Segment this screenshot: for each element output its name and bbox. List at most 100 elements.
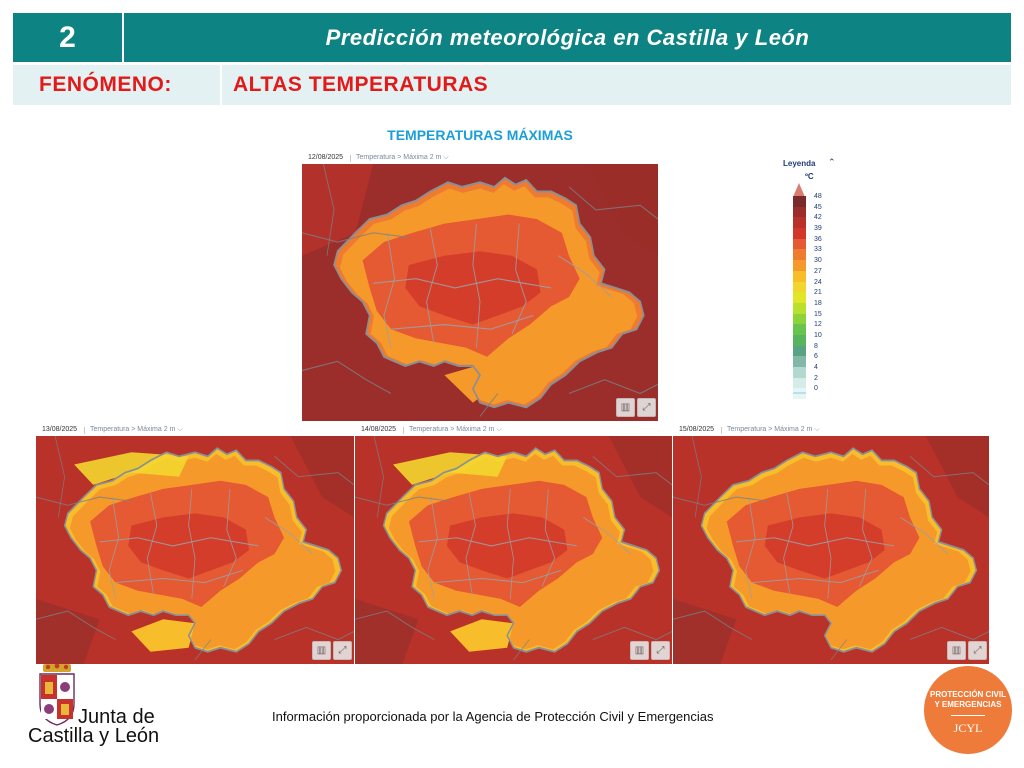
legend-label: 12	[814, 321, 822, 329]
chevron-down-icon: ⌵	[443, 154, 449, 161]
map-date: 13/08/2025	[42, 426, 78, 433]
chart-title: TEMPERATURAS MÁXIMAS	[387, 127, 573, 143]
legend-labels: 48 45 42 39 36 33 30 27 24 21 18 15 12 10 8 6 4 2 0	[814, 192, 822, 395]
map-toolbar: 13/08/2025 Temperatura > Máxima 2 m ⌵	[36, 424, 354, 436]
brand-line-1: Junta de	[78, 706, 155, 728]
map-toolbar: 14/08/2025 Temperatura > Máxima 2 m ⌵	[355, 424, 672, 436]
map-panel-2: 13/08/2025 Temperatura > Máxima 2 m ⌵ ▥ …	[36, 424, 354, 664]
legend-overflow-arrow	[793, 183, 805, 197]
temperature-map[interactable]	[355, 436, 672, 664]
map-date: 12/08/2025	[308, 154, 344, 161]
footer-info: Información proporcionada por la Agencia…	[272, 709, 714, 724]
header-bar: 2 Predicción meteorológica en Castilla y…	[13, 13, 1011, 62]
chevron-down-icon: ⌵	[496, 426, 502, 433]
badge-line-3: JCYL	[953, 721, 983, 735]
map-variable-selector[interactable]: Temperatura > Máxima 2 m ⌵	[727, 424, 820, 436]
map-toolbar: 15/08/2025 Temperatura > Máxima 2 m ⌵	[673, 424, 989, 436]
header-divider	[122, 13, 124, 62]
phenomenon-label: FENÓMENO:	[39, 73, 172, 96]
brand-line-2: Castilla y León	[28, 725, 160, 747]
legend-label: 10	[814, 331, 822, 339]
chevron-down-icon: ⌵	[177, 426, 183, 433]
badge-line-2: Y EMERGENCIAS	[934, 700, 1002, 709]
legend-swatch	[793, 281, 806, 293]
variable-label: Temperatura > Máxima 2 m	[409, 426, 495, 433]
legend-color-bar	[793, 196, 806, 400]
legend-label: 39	[814, 225, 822, 233]
legend-label: 8	[814, 342, 818, 350]
legend-base	[793, 392, 806, 394]
legend-swatch	[793, 356, 806, 367]
page-title: Predicción meteorológica en Castilla y L…	[325, 25, 810, 50]
legend-swatch	[793, 249, 806, 261]
phenomenon-bar: FENÓMENO: ALTAS TEMPERATURAS	[13, 65, 1011, 105]
legend-swatch	[793, 260, 806, 271]
expand-icon[interactable]: ⤢	[968, 641, 987, 660]
map-layers-icon[interactable]: ▥	[630, 641, 649, 660]
legend-swatch	[793, 238, 806, 250]
legend-swatch	[793, 334, 806, 346]
variable-label: Temperatura > Máxima 2 m	[90, 426, 176, 433]
legend-label: 33	[814, 246, 822, 254]
legend-label: 4	[814, 364, 818, 371]
legend-label: 18	[814, 299, 822, 307]
expand-icon[interactable]: ⤢	[651, 641, 670, 660]
page-number: 2	[59, 21, 76, 54]
variable-label: Temperatura > Máxima 2 m	[727, 426, 813, 433]
legend-label: 2	[814, 374, 818, 382]
chevron-up-icon[interactable]: ⌃	[828, 157, 836, 167]
map-variable-selector[interactable]: Temperatura > Máxima 2 m ⌵	[90, 424, 183, 436]
legend-unit: ºC	[805, 172, 814, 181]
expand-icon[interactable]: ⤢	[637, 398, 656, 417]
toolbar-separator	[84, 427, 85, 434]
map-variable-selector[interactable]: Temperatura > Máxima 2 m ⌵	[409, 424, 502, 436]
temperature-map[interactable]	[36, 436, 354, 664]
legend-label: 21	[814, 289, 822, 297]
map-date: 15/08/2025	[679, 426, 715, 433]
map-toolbar: 12/08/2025 Temperatura > Máxima 2 m ⌵	[302, 152, 658, 164]
expand-icon[interactable]: ⤢	[333, 641, 352, 660]
badge-divider	[951, 715, 985, 716]
map-panel-3: 14/08/2025 Temperatura > Máxima 2 m ⌵ ▥ …	[355, 424, 672, 664]
map-panel-4: 15/08/2025 Temperatura > Máxima 2 m ⌵ ▥ …	[673, 424, 989, 664]
map-panel-1: 12/08/2025 Temperatura > Máxima 2 m ⌵ ▥ …	[302, 152, 658, 421]
legend-label: 24	[814, 278, 822, 286]
badge-line-1: PROTECCIÓN CIVIL	[929, 690, 1006, 699]
toolbar-separator	[350, 155, 351, 162]
map-layers-icon[interactable]: ▥	[312, 641, 331, 660]
legend-swatch	[793, 206, 806, 218]
legend-swatch	[793, 324, 806, 335]
toolbar-separator	[403, 427, 404, 434]
map-layers-icon[interactable]: ▥	[616, 398, 635, 417]
coat-of-arms-icon	[39, 664, 75, 726]
legend-label: 27	[814, 267, 822, 275]
junta-logo: Junta de Castilla y León	[22, 664, 167, 749]
legend-label: 42	[814, 214, 822, 222]
temperature-map[interactable]	[302, 164, 658, 421]
legend-swatch	[793, 345, 806, 357]
legend-swatch	[793, 313, 806, 325]
map-layers-icon[interactable]: ▥	[947, 641, 966, 660]
variable-label: Temperatura > Máxima 2 m	[356, 154, 442, 161]
proteccion-civil-badge: PROTECCIÓN CIVIL Y EMERGENCIAS JCYL	[924, 666, 1012, 754]
legend-label: 30	[814, 257, 822, 265]
legend-label: 48	[814, 193, 822, 200]
temperature-map[interactable]	[673, 436, 989, 664]
map-variable-selector[interactable]: Temperatura > Máxima 2 m ⌵	[356, 152, 449, 164]
toolbar-separator	[721, 427, 722, 434]
legend-swatch	[793, 302, 806, 314]
legend-swatch	[793, 367, 806, 378]
legend-label: 45	[814, 203, 822, 211]
map-date: 14/08/2025	[361, 426, 397, 433]
legend-swatch	[793, 196, 806, 207]
legend-swatch	[793, 228, 806, 239]
legend-label: 36	[814, 235, 822, 243]
legend-title: Leyenda	[783, 159, 816, 168]
legend-swatch	[793, 217, 806, 229]
phenomenon-divider	[220, 65, 222, 105]
chevron-down-icon: ⌵	[814, 426, 820, 433]
legend-label: 0	[814, 385, 818, 393]
temperature-legend: Leyenda ⌃ ºC 48 45 42 39 36 33 30 27 24 21 18 15 12 1…	[770, 156, 850, 400]
legend-swatch	[793, 292, 806, 303]
legend-label: 6	[814, 353, 818, 361]
